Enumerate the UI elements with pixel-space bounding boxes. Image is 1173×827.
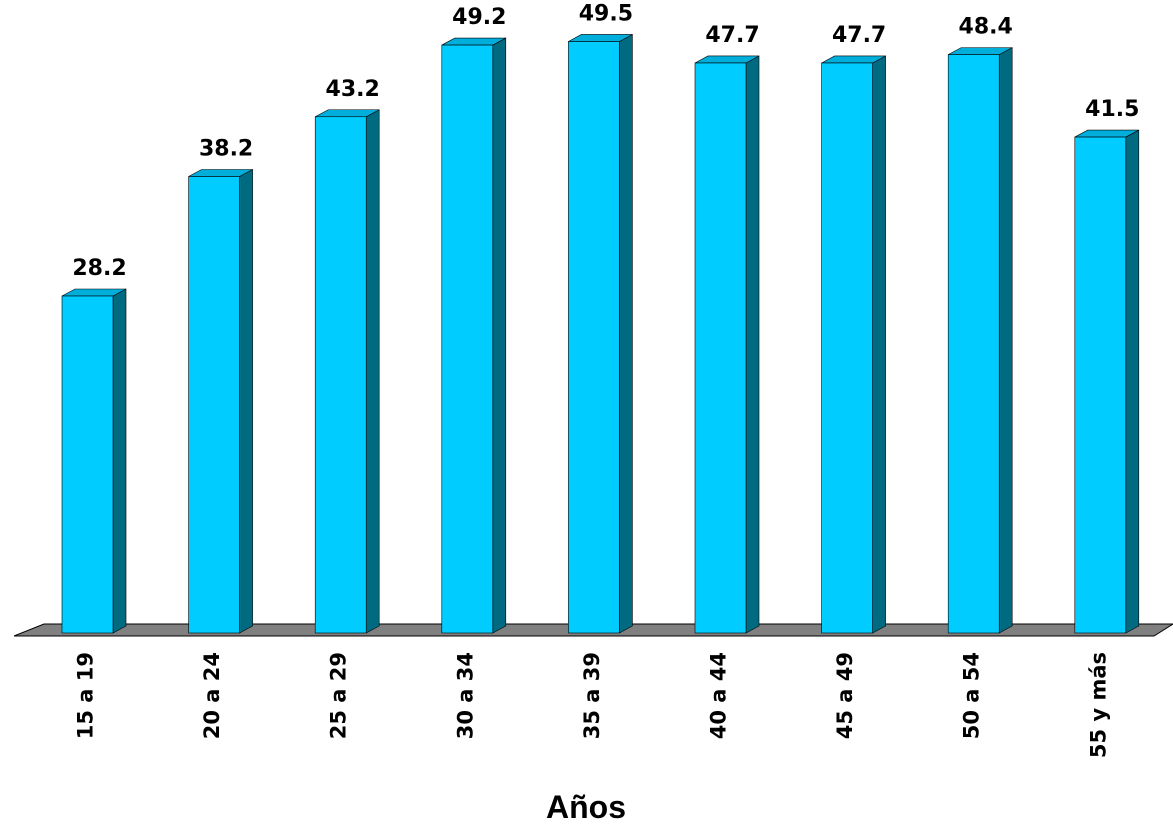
bar-side-face bbox=[872, 55, 886, 634]
bar-value-label: 38.2 bbox=[199, 137, 253, 162]
value-labels-group: 28.2 38.2 43.2 49.2 49.5 47.7 47.7 48.4 41.5 bbox=[72, 1, 1139, 281]
x-tick-label: 40 a 44 bbox=[707, 652, 731, 739]
bar-front-face bbox=[441, 44, 494, 634]
bar-front-face bbox=[694, 62, 747, 634]
bar-side-face bbox=[365, 109, 380, 634]
bars-group bbox=[61, 33, 1140, 634]
bar bbox=[61, 288, 127, 634]
x-tick-label: 20 a 24 bbox=[200, 652, 224, 739]
bar-value-label: 49.2 bbox=[452, 5, 506, 30]
bar bbox=[568, 33, 633, 634]
bar-front-face bbox=[61, 295, 114, 634]
x-tick-label: 50 a 54 bbox=[960, 652, 984, 739]
x-tick-label: 25 a 29 bbox=[327, 652, 351, 739]
bar-value-label: 28.2 bbox=[72, 256, 126, 281]
bar-side-face bbox=[112, 288, 127, 634]
bar-side-face bbox=[239, 169, 253, 634]
x-tick-label: 15 a 19 bbox=[74, 652, 98, 739]
bar-side-face bbox=[492, 37, 507, 634]
bar bbox=[441, 37, 507, 634]
bar-value-label: 47.7 bbox=[705, 23, 759, 48]
x-axis-title: Años bbox=[546, 789, 626, 825]
x-tick-label: 35 a 39 bbox=[580, 652, 604, 739]
bar bbox=[947, 47, 1013, 634]
x-tick-label: 30 a 34 bbox=[453, 652, 477, 739]
x-tick-label: 45 a 49 bbox=[833, 652, 857, 739]
bar-front-face bbox=[821, 62, 873, 634]
bar-value-label: 48.4 bbox=[959, 15, 1013, 40]
bar-side-face bbox=[619, 33, 633, 634]
x-tick-label: 55 y más bbox=[1086, 652, 1110, 758]
bar-front-face bbox=[568, 41, 620, 634]
bar bbox=[314, 109, 380, 634]
bar-front-face bbox=[947, 54, 1000, 634]
bar-value-label: 43.2 bbox=[326, 77, 380, 102]
bar-front-face bbox=[1074, 136, 1127, 634]
bar bbox=[188, 169, 253, 634]
bar bbox=[1074, 129, 1140, 634]
bar-value-label: 49.5 bbox=[579, 1, 633, 26]
bar-front-face bbox=[314, 116, 367, 634]
bar-value-label: 47.7 bbox=[832, 23, 886, 48]
bar-front-face bbox=[188, 176, 240, 634]
bar-value-label: 41.5 bbox=[1085, 97, 1139, 122]
bar-side-face bbox=[998, 47, 1013, 634]
category-labels-group: 15 a 19 20 a 24 25 a 29 30 a 34 35 a 39 40 a … bbox=[74, 652, 1111, 758]
bar bbox=[821, 55, 886, 634]
bar-side-face bbox=[1125, 129, 1140, 634]
bar bbox=[694, 55, 760, 634]
bar-side-face bbox=[745, 55, 760, 634]
